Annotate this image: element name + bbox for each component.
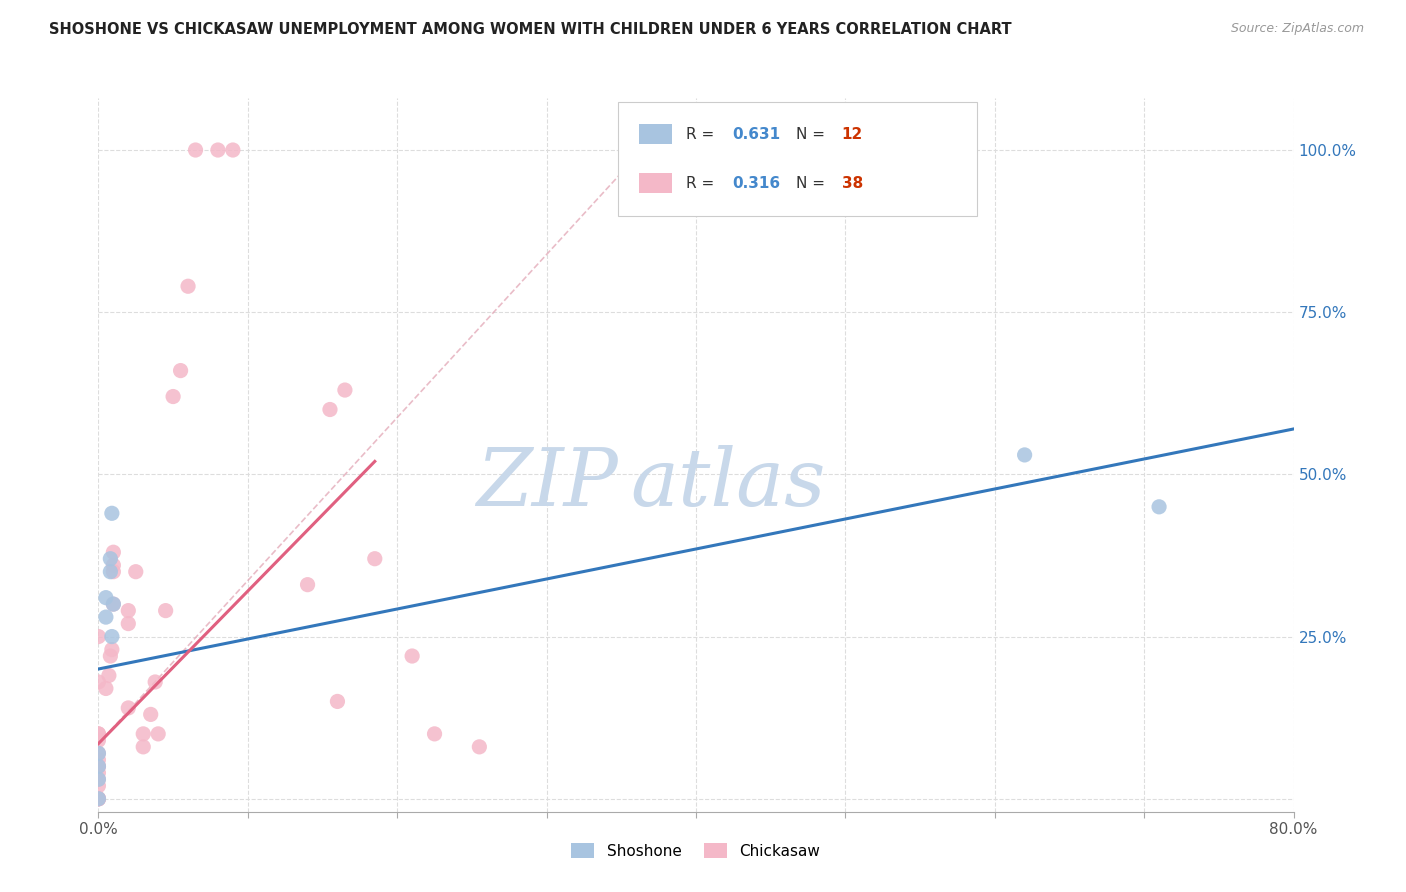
Point	[87, 772, 110, 787]
Point	[319, 402, 342, 417]
Point	[155, 604, 177, 618]
Point	[87, 759, 110, 773]
Point	[101, 642, 124, 657]
Text: 0.316: 0.316	[733, 176, 780, 191]
Point	[117, 604, 139, 618]
Point	[333, 383, 356, 397]
Text: atlas: atlas	[630, 445, 825, 522]
Bar	[638, 124, 672, 145]
Point	[87, 733, 110, 747]
Point	[94, 610, 117, 624]
Point	[94, 591, 117, 605]
Point	[87, 791, 110, 805]
Point	[100, 565, 122, 579]
Point	[87, 747, 110, 761]
Point	[87, 727, 110, 741]
Text: N =: N =	[796, 176, 830, 191]
Point	[139, 707, 162, 722]
Text: ZIP: ZIP	[477, 445, 619, 522]
Point	[87, 765, 110, 780]
Point	[468, 739, 491, 754]
Text: 12: 12	[842, 127, 863, 142]
Point	[87, 630, 110, 644]
Point	[101, 630, 124, 644]
Point	[87, 791, 110, 805]
Text: N =: N =	[796, 127, 830, 142]
Point	[117, 701, 139, 715]
Point	[184, 143, 207, 157]
FancyBboxPatch shape	[619, 102, 977, 216]
Point	[103, 565, 125, 579]
Point	[297, 577, 319, 591]
Point	[169, 363, 191, 377]
Point	[132, 727, 155, 741]
Point	[97, 668, 120, 682]
Point	[87, 779, 110, 793]
Point	[103, 545, 125, 559]
Point	[162, 390, 184, 404]
Point	[103, 597, 125, 611]
Point	[87, 791, 110, 805]
Point	[177, 279, 200, 293]
Point	[1147, 500, 1170, 514]
Point	[100, 551, 122, 566]
Point	[87, 791, 110, 805]
Point	[364, 551, 387, 566]
Point	[100, 648, 122, 663]
Point	[87, 759, 110, 773]
Point	[94, 681, 117, 696]
Text: R =: R =	[686, 127, 720, 142]
Point	[103, 558, 125, 573]
Point	[87, 675, 110, 690]
Point	[103, 597, 125, 611]
Point	[143, 675, 166, 690]
Point	[87, 727, 110, 741]
Text: 38: 38	[842, 176, 863, 191]
Point	[125, 565, 148, 579]
Point	[1014, 448, 1036, 462]
Point	[117, 616, 139, 631]
Text: 0.631: 0.631	[733, 127, 780, 142]
Point	[222, 143, 245, 157]
Point	[87, 753, 110, 767]
Point	[401, 648, 423, 663]
Point	[423, 727, 446, 741]
Point	[87, 791, 110, 805]
Point	[87, 759, 110, 773]
Point	[207, 143, 229, 157]
Legend: Shoshone, Chickasaw: Shoshone, Chickasaw	[565, 837, 827, 864]
Point	[101, 506, 124, 520]
Point	[87, 772, 110, 787]
Text: Source: ZipAtlas.com: Source: ZipAtlas.com	[1230, 22, 1364, 36]
Point	[87, 747, 110, 761]
Point	[148, 727, 170, 741]
Text: SHOSHONE VS CHICKASAW UNEMPLOYMENT AMONG WOMEN WITH CHILDREN UNDER 6 YEARS CORRE: SHOSHONE VS CHICKASAW UNEMPLOYMENT AMONG…	[49, 22, 1012, 37]
Point	[132, 739, 155, 754]
Bar	[638, 173, 672, 194]
Text: R =: R =	[686, 176, 720, 191]
Point	[326, 694, 349, 708]
